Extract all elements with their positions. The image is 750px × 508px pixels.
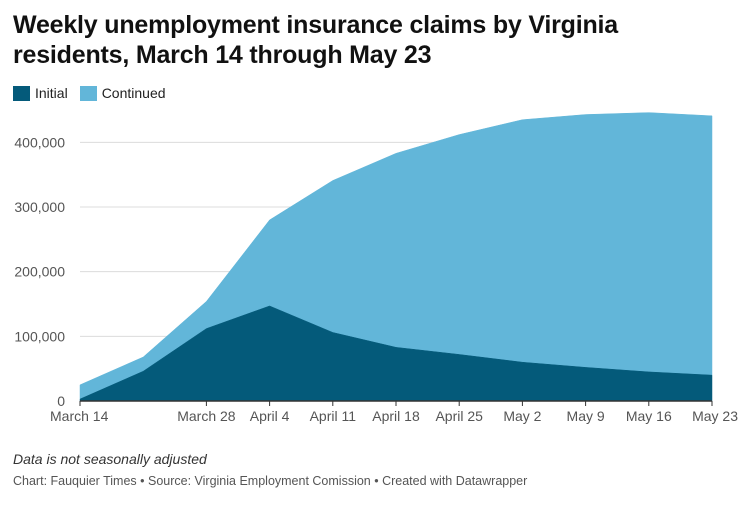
y-tick-label-0: 0 [57,393,65,409]
x-tick-label-4: April 11 [310,408,357,424]
legend-swatch-continued [79,85,97,101]
x-tick-label-0: March 14 [50,408,109,424]
x-tick-label-8: May 9 [567,408,605,424]
x-tick-label-9: May 16 [626,408,672,424]
chart-title: Weekly unemployment insurance claims by … [13,11,618,69]
y-tick-label-2: 200,000 [14,264,65,280]
data-note: Data is not seasonally adjusted [13,451,207,467]
area-series-initial [79,305,713,402]
y-tick-label-4: 400,000 [14,134,65,150]
chart-footer: Chart: Fauquier Times • Source: Virginia… [13,474,528,488]
x-tick-label-5: April 18 [372,408,420,424]
legend-label-initial: Initial [35,85,68,101]
legend-item-initial: Initial [13,85,68,101]
x-tick-label-3: April 4 [250,408,290,424]
y-tick-label-1: 100,000 [14,328,65,344]
x-tick-label-2: March 28 [177,408,236,424]
x-tick-label-10: May 23 [692,408,738,424]
legend-swatch-initial [13,85,30,101]
x-tick-label-7: May 2 [503,408,541,424]
legend-label-continued: Continued [101,85,166,101]
legend-item-continued: Continued [79,85,166,101]
legend: Initial Continued [13,85,178,101]
y-tick-label-3: 300,000 [14,199,65,215]
x-tick-label-6: April 25 [435,408,483,424]
